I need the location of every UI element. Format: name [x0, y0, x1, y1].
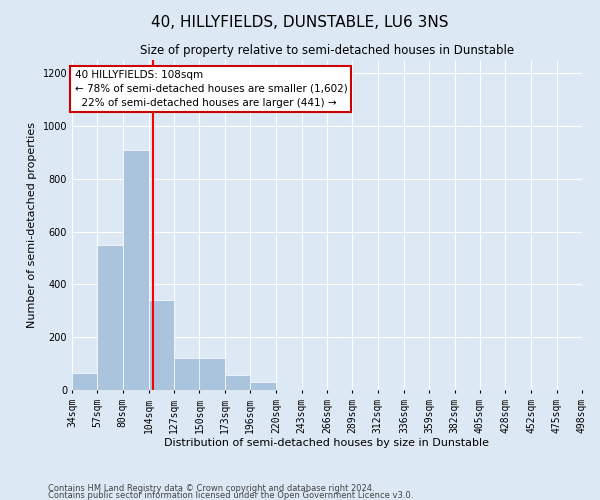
Text: Contains public sector information licensed under the Open Government Licence v3: Contains public sector information licen…: [48, 490, 413, 500]
Bar: [122, 150, 149, 390]
Title: Size of property relative to semi-detached houses in Dunstable: Size of property relative to semi-detach…: [140, 44, 514, 58]
Bar: [149, 300, 174, 390]
Text: Contains HM Land Registry data © Crown copyright and database right 2024.: Contains HM Land Registry data © Crown c…: [48, 484, 374, 493]
Y-axis label: Number of semi-detached properties: Number of semi-detached properties: [27, 122, 37, 328]
X-axis label: Distribution of semi-detached houses by size in Dunstable: Distribution of semi-detached houses by …: [164, 438, 490, 448]
Bar: [225, 376, 250, 390]
Bar: [72, 373, 97, 390]
Bar: [199, 358, 225, 390]
Text: 40 HILLYFIELDS: 108sqm
← 78% of semi-detached houses are smaller (1,602)
  22% o: 40 HILLYFIELDS: 108sqm ← 78% of semi-det…: [74, 70, 347, 108]
Bar: [250, 382, 277, 390]
Bar: [174, 358, 199, 390]
Text: 40, HILLYFIELDS, DUNSTABLE, LU6 3NS: 40, HILLYFIELDS, DUNSTABLE, LU6 3NS: [151, 15, 449, 30]
Bar: [97, 245, 122, 390]
